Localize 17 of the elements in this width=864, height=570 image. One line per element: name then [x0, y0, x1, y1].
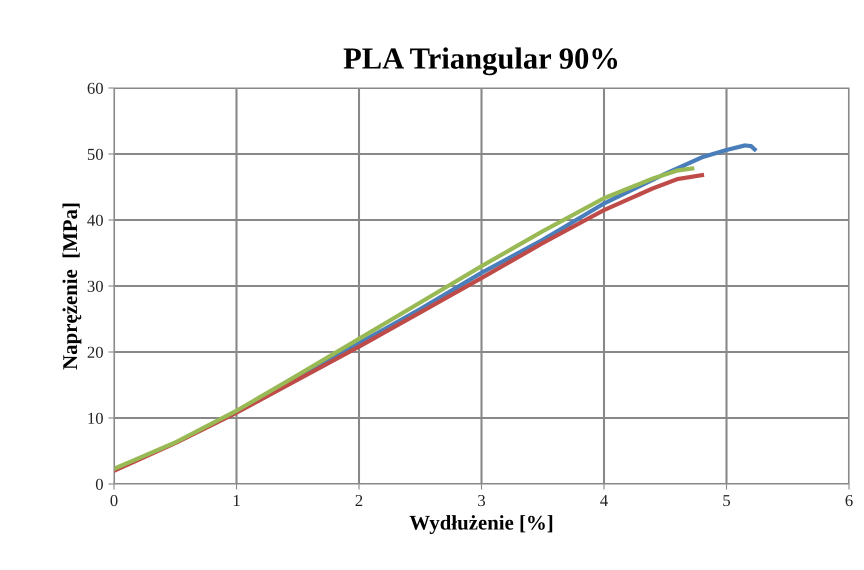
x-tick-label: 5: [723, 495, 730, 506]
y-tick-label: 0: [96, 478, 103, 490]
x-tick-label: 2: [356, 494, 362, 506]
x-axis-title: Wydłużenie [%]: [410, 515, 552, 534]
x-tick-label: 0: [110, 494, 118, 506]
y-tick-label: 30: [88, 280, 103, 292]
x-tick-label: 4: [600, 495, 608, 506]
x-tick-label: 6: [846, 494, 853, 506]
y-tick-label: 20: [88, 346, 103, 358]
y-axis-title: Naprężenie [MPa]: [62, 204, 82, 370]
y-tick-label: 10: [88, 412, 103, 424]
x-tick-label: 1: [234, 494, 240, 506]
chart-title: PLA Triangular 90%: [344, 47, 618, 76]
y-tick-label: 60: [88, 82, 103, 94]
y-tick-label: 50: [88, 148, 103, 160]
x-tick-label: 3: [478, 494, 486, 506]
y-tick-label: 40: [87, 214, 103, 226]
